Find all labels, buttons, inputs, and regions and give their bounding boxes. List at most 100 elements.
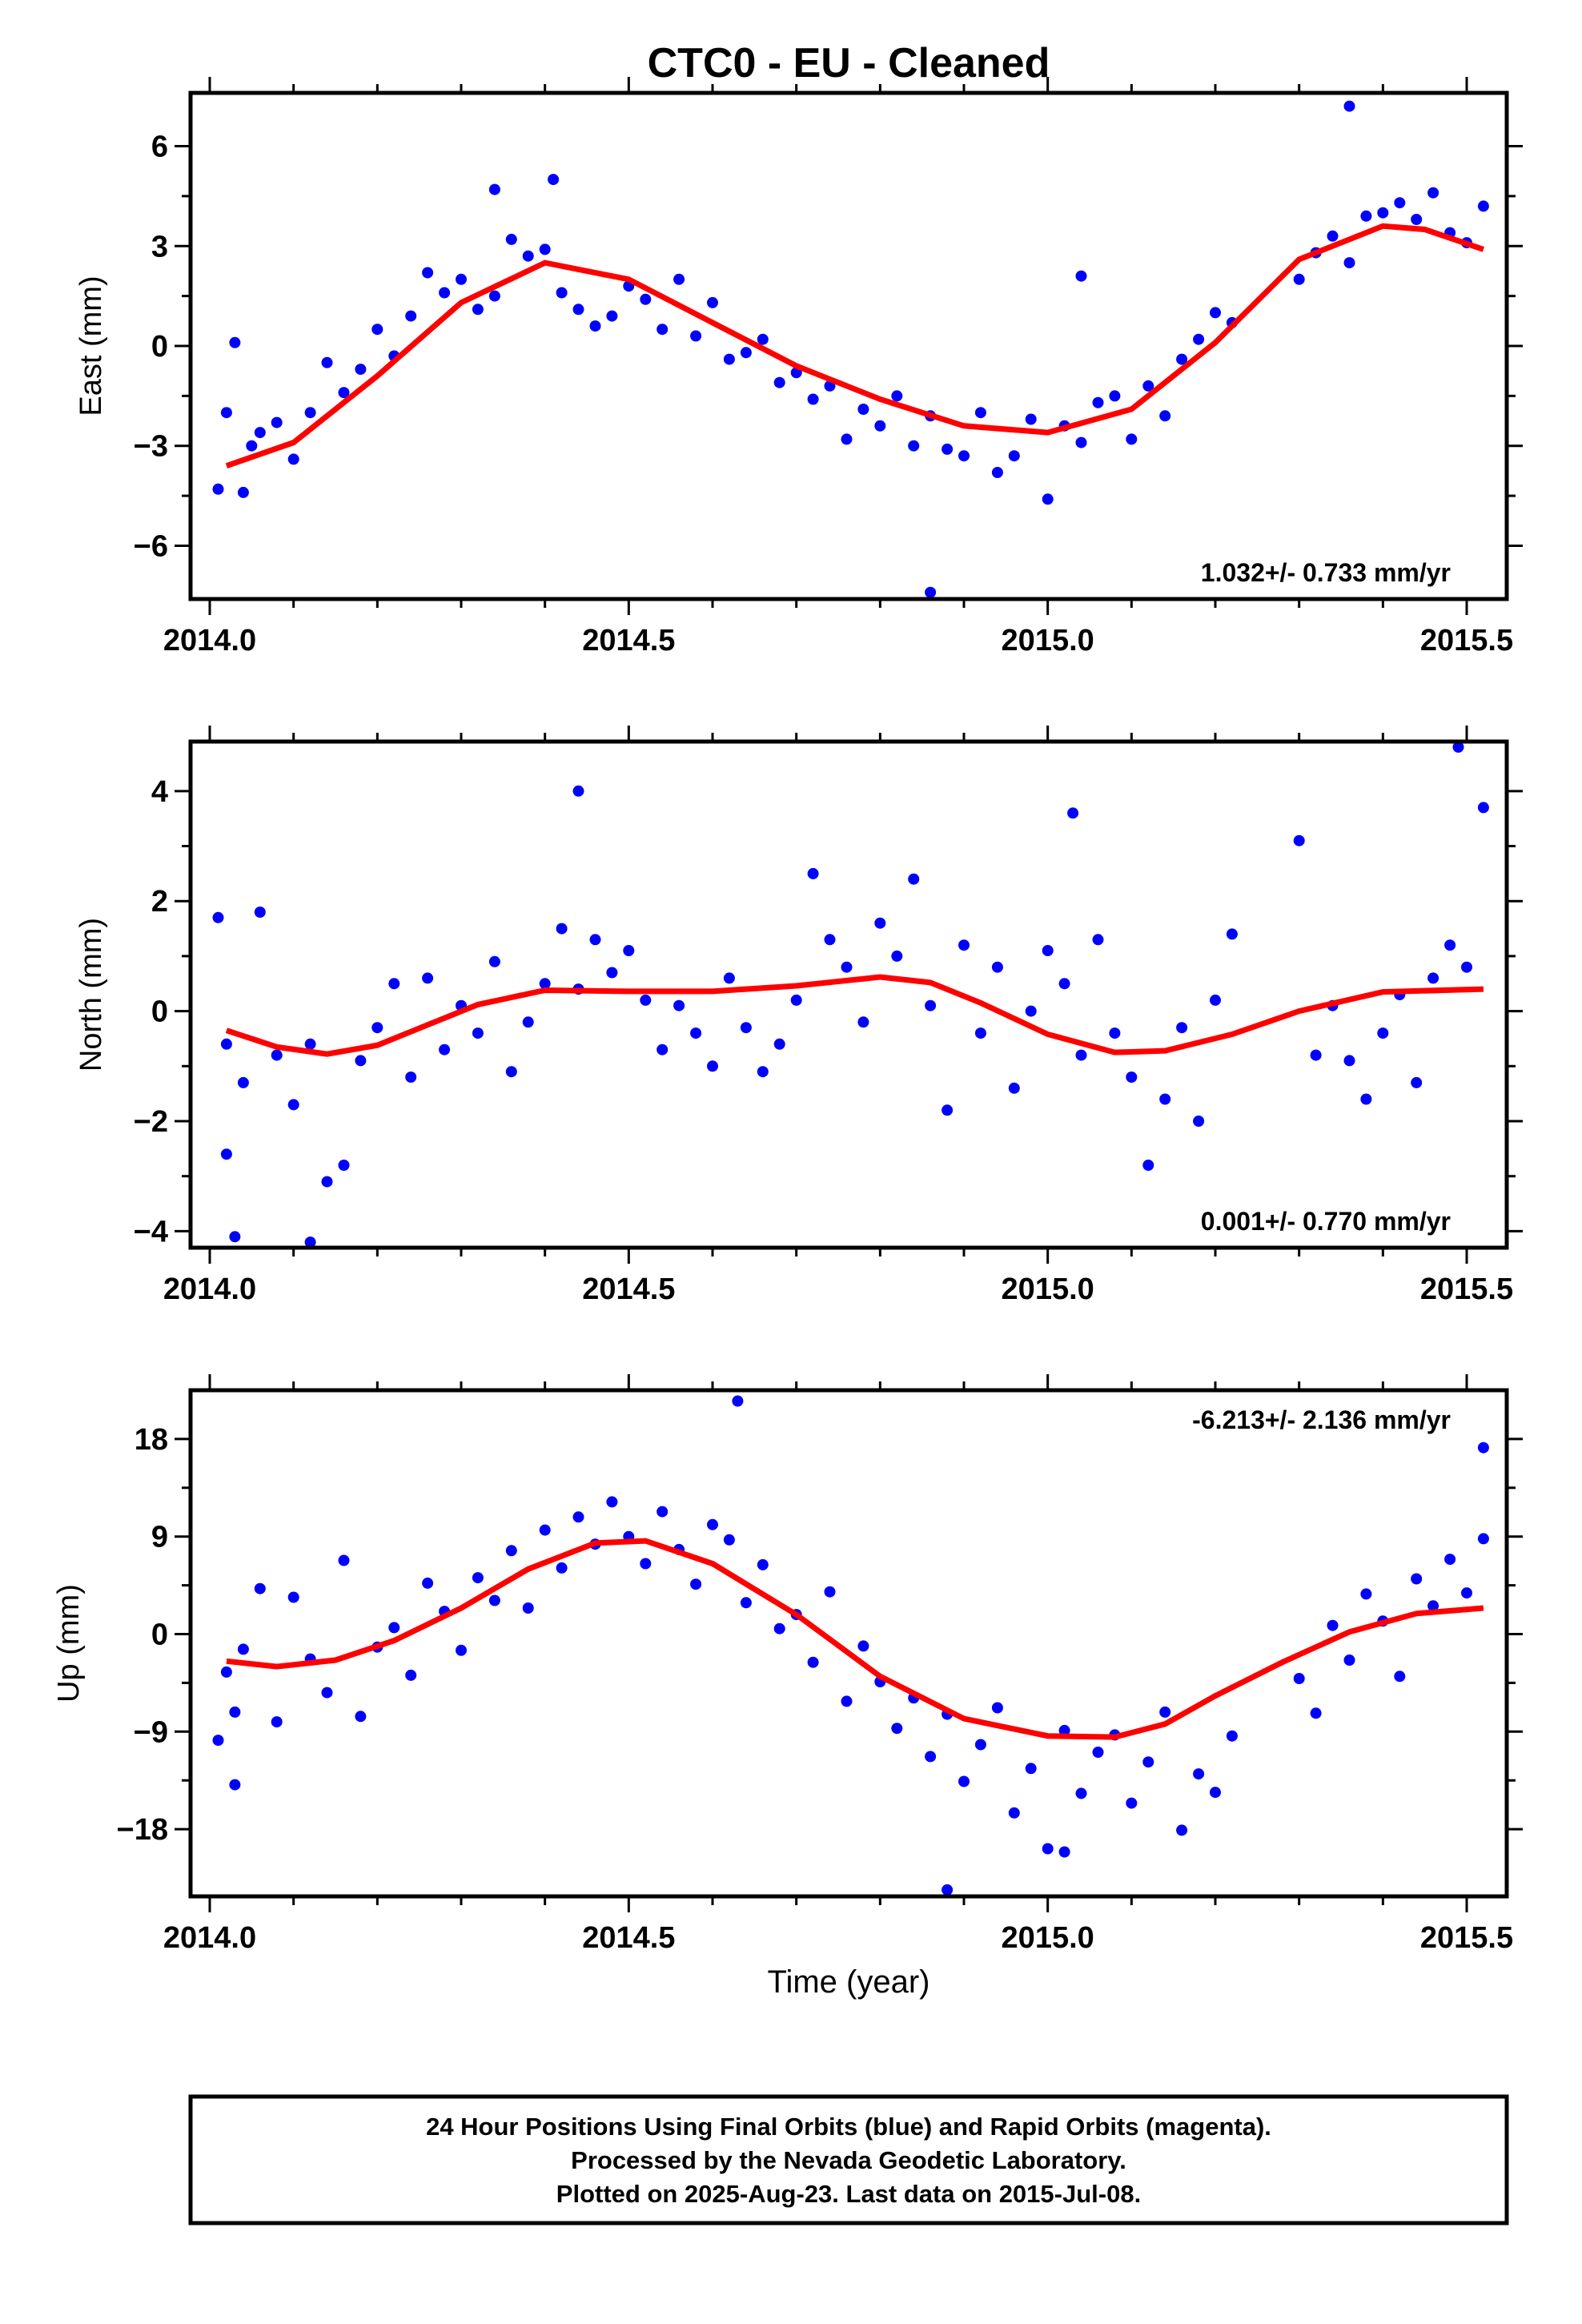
up-data-point (1075, 1787, 1087, 1799)
up-data-point (556, 1562, 568, 1574)
east-data-point (539, 243, 551, 255)
up-data-point (338, 1554, 350, 1566)
footer-line-3: Plotted on 2025-Aug-23. Last data on 201… (556, 2180, 1141, 2208)
up-ytick-label: 9 (151, 1521, 168, 1554)
up-data-point (488, 1594, 500, 1606)
north-data-point (707, 1060, 718, 1072)
up-data-point (1226, 1730, 1238, 1742)
up-data-point (1058, 1724, 1070, 1736)
up-data-point (472, 1572, 484, 1584)
north-data-point (640, 994, 652, 1006)
east-data-point (640, 293, 652, 305)
north-data-point (1159, 1093, 1171, 1105)
up-data-point (991, 1702, 1003, 1714)
east-data-point (355, 364, 367, 376)
up-data-point (942, 1884, 954, 1896)
north-data-point (1126, 1072, 1138, 1083)
north-data-point (1343, 1055, 1355, 1067)
east-data-point (572, 304, 584, 316)
north-xtick-label: 2014.0 (163, 1273, 256, 1306)
north-data-point (1226, 928, 1238, 940)
up-xtick-label: 2014.0 (163, 1921, 256, 1955)
east-data-point (958, 450, 970, 462)
north-data-point (1109, 1027, 1121, 1039)
footer-frame (188, 2094, 1509, 2225)
east-data-point (1075, 270, 1087, 282)
north-data-point (488, 955, 500, 967)
east-data-point (589, 320, 601, 332)
up-ticks: 2014.0 2014.5 2015.0 2015.5 18 9 0 −9 −18 (117, 1374, 1523, 1955)
east-data-point (908, 440, 920, 452)
up-data-point (606, 1496, 618, 1508)
east-data-point (505, 233, 517, 245)
up-data-point (1025, 1763, 1037, 1775)
east-data-point (371, 324, 383, 336)
east-data-point (548, 174, 560, 186)
up-data-point (925, 1751, 937, 1763)
up-data-point (1126, 1797, 1138, 1809)
east-data-point (556, 287, 568, 299)
up-data-point (690, 1578, 702, 1590)
north-data-point (1008, 1082, 1020, 1094)
east-ticks: 2014.0 2014.5 2015.0 2015.5 6 3 0 −3 −6 (134, 77, 1523, 657)
up-data-point (355, 1711, 367, 1723)
east-data-point (287, 453, 299, 465)
east-data-point (740, 347, 752, 359)
east-data-point (1042, 493, 1054, 505)
up-data-point (1327, 1619, 1339, 1631)
north-data-point (355, 1055, 367, 1067)
north-data-point (539, 978, 551, 990)
footer-box: 24 Hour Positions Using Final Orbits (bl… (188, 2094, 1509, 2225)
east-data-point (1176, 353, 1188, 365)
east-frame (188, 90, 1509, 601)
up-data-point (229, 1706, 241, 1718)
up-ytick-label: 0 (151, 1618, 168, 1651)
north-ytick-label: 4 (151, 775, 168, 809)
up-data-point (1176, 1824, 1188, 1836)
east-data-point (974, 407, 986, 419)
up-points (212, 1395, 1489, 1896)
east-data-point (338, 387, 350, 399)
east-data-point (925, 586, 937, 598)
north-data-point (271, 1049, 283, 1061)
north-data-point (841, 961, 853, 973)
north-data-point (1293, 834, 1305, 846)
east-data-point (212, 483, 224, 495)
north-data-point (790, 994, 802, 1006)
up-data-point (405, 1669, 417, 1681)
east-data-point (891, 390, 903, 402)
north-data-point (405, 1072, 417, 1083)
east-data-point (254, 427, 266, 439)
north-data-point (287, 1099, 299, 1111)
north-data-point (556, 923, 568, 935)
north-data-point (673, 999, 685, 1011)
north-data-point (1461, 961, 1472, 973)
north-xtick-label: 2015.5 (1420, 1273, 1513, 1306)
east-data-point (422, 267, 434, 279)
north-data-point (874, 917, 886, 929)
east-data-point (1293, 273, 1305, 285)
up-data-point (807, 1656, 819, 1668)
north-data-point (1444, 939, 1456, 951)
up-data-point (522, 1602, 534, 1614)
east-data-point (673, 273, 685, 285)
up-xtick-label: 2015.0 (1002, 1921, 1094, 1955)
north-data-point (212, 911, 224, 923)
north-data-point (1025, 1005, 1037, 1017)
plot-title: CTC0 - EU - Cleaned (648, 40, 1050, 86)
north-data-point (974, 1027, 986, 1039)
north-data-point (656, 1043, 669, 1055)
up-data-point (254, 1582, 266, 1594)
east-data-point (246, 440, 258, 452)
north-data-point (1452, 741, 1464, 753)
up-data-point (456, 1644, 467, 1656)
time-xlabel: Time (year) (768, 1964, 930, 2000)
east-data-point (321, 356, 333, 368)
east-data-point (229, 336, 241, 348)
up-data-point (974, 1739, 986, 1751)
east-ytick-label: −3 (134, 430, 168, 464)
north-data-point (773, 1038, 785, 1050)
up-data-point (707, 1518, 718, 1530)
up-data-point (824, 1586, 836, 1598)
